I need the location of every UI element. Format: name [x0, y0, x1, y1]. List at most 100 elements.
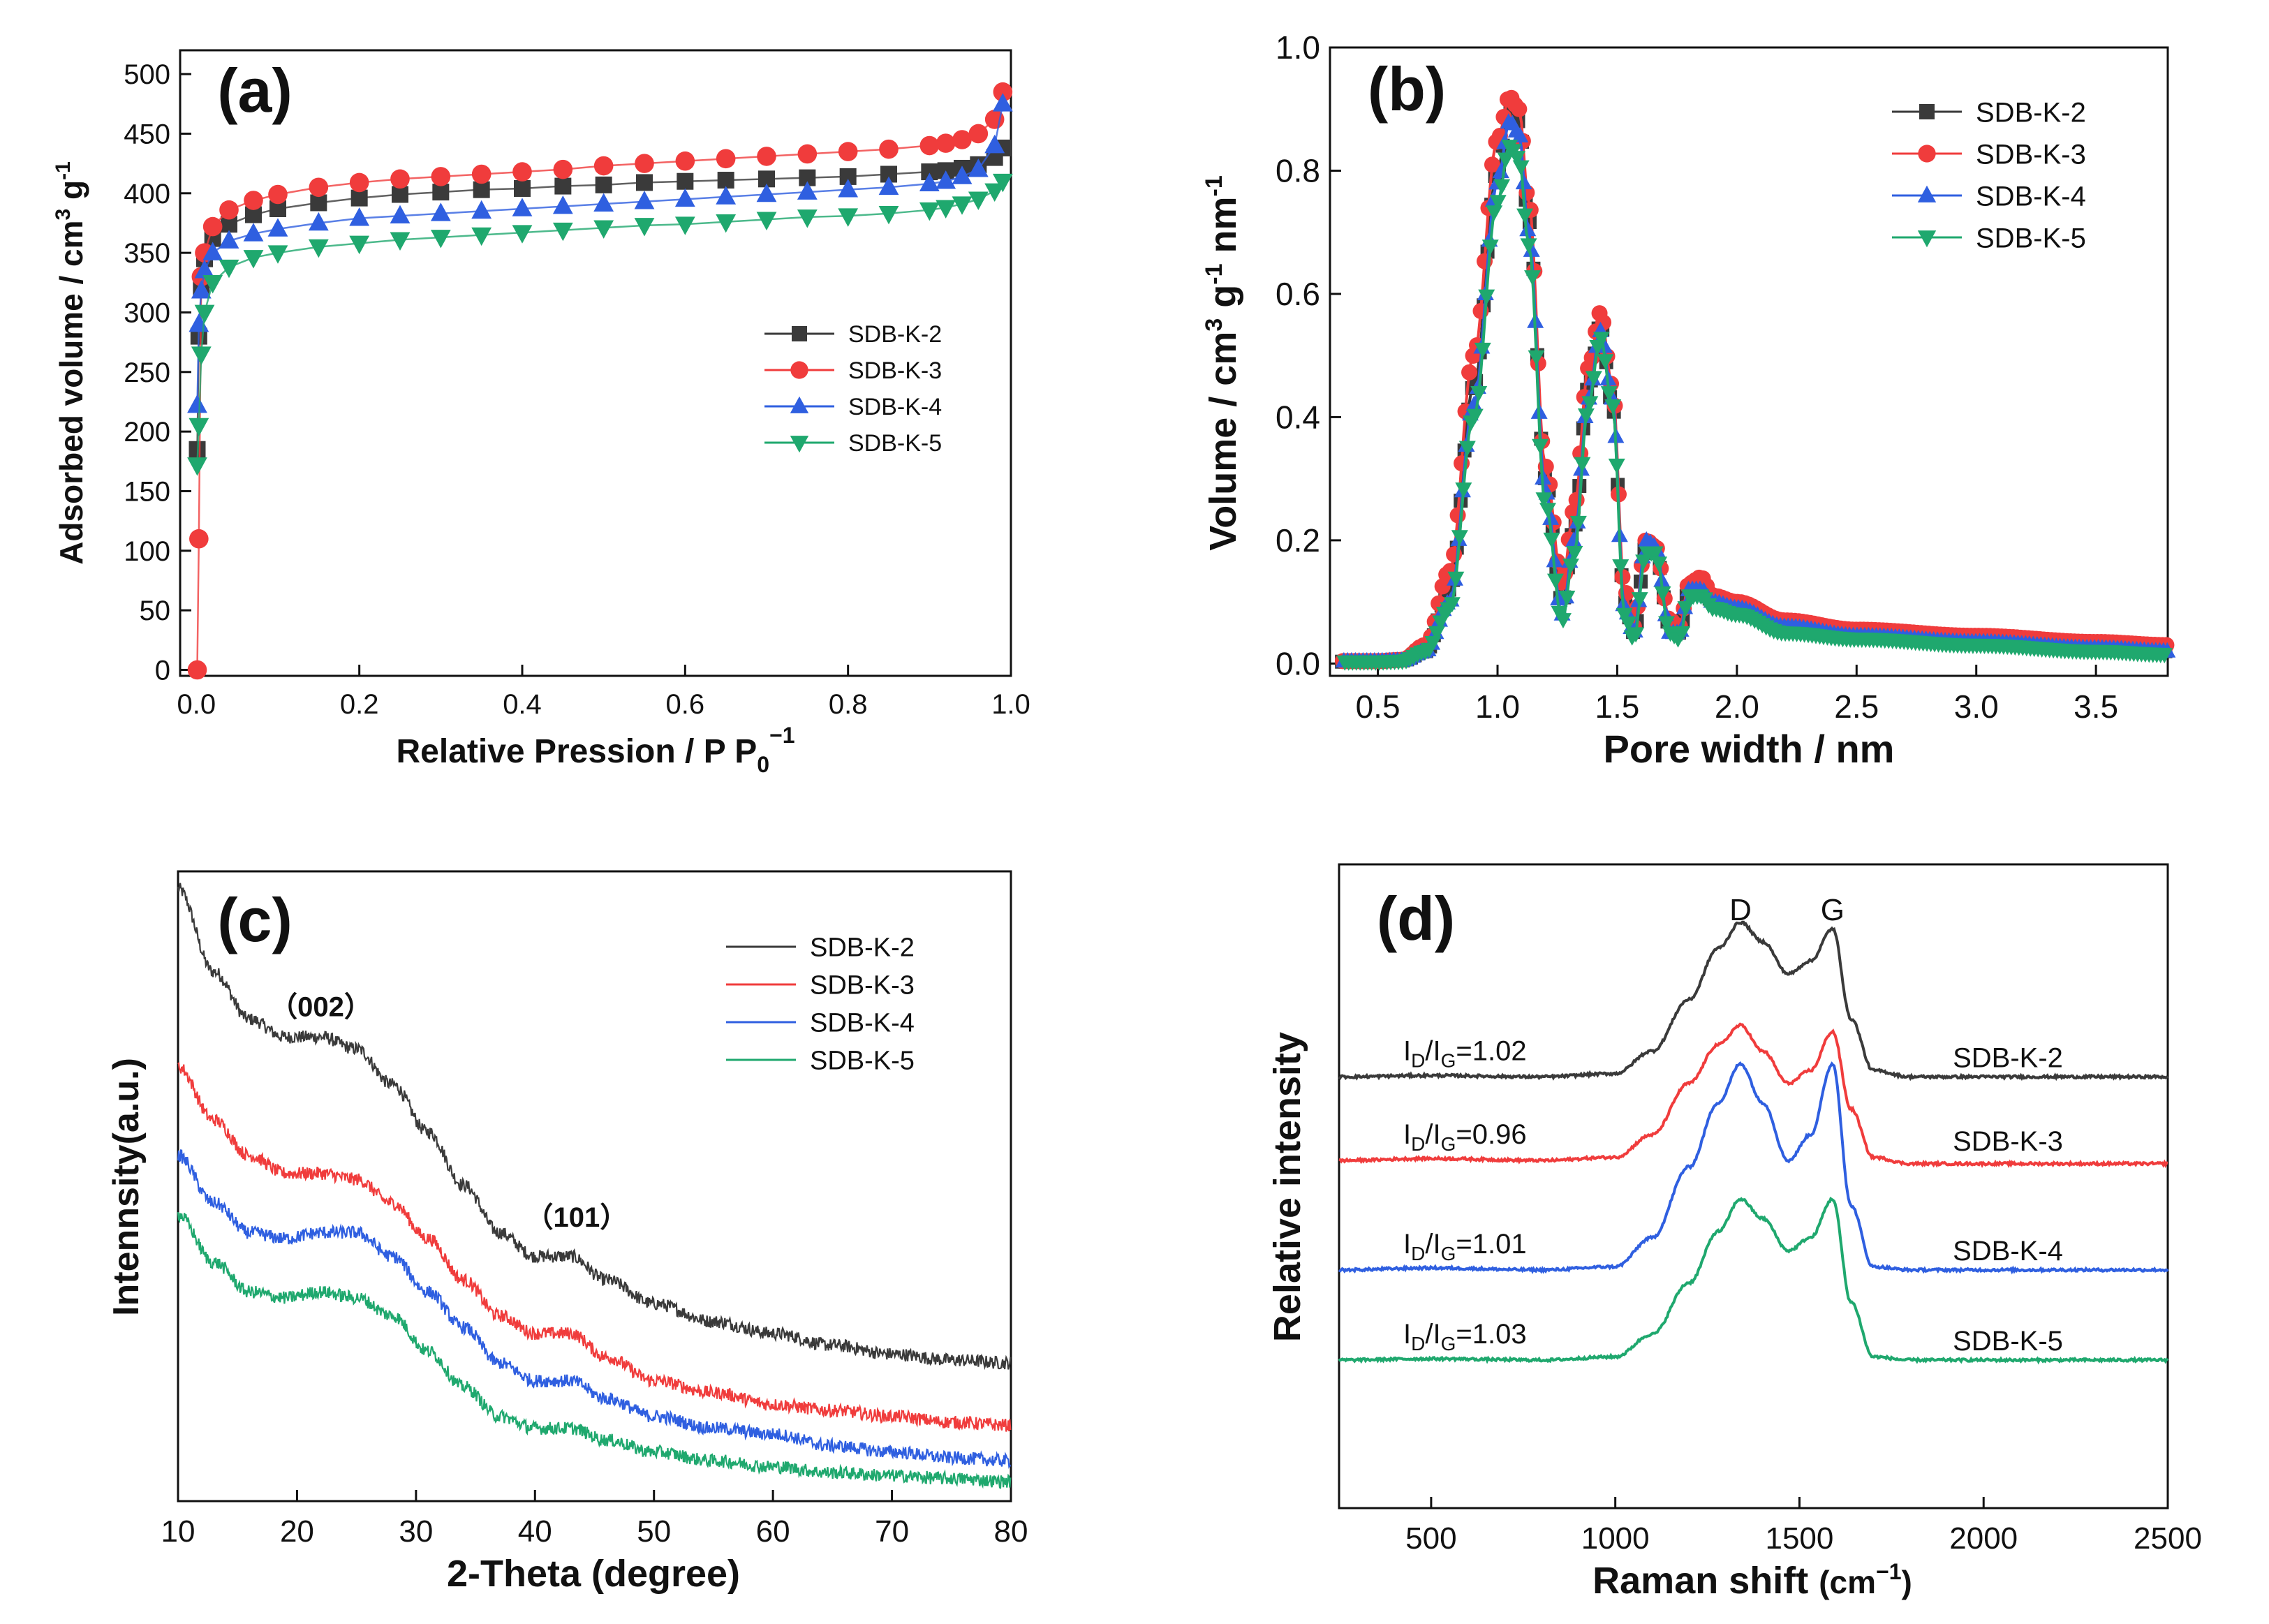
series-SDB-K-5 — [177, 1211, 1012, 1489]
data-point — [936, 133, 956, 153]
data-point — [390, 232, 411, 251]
y-tick-label: 50 — [140, 596, 171, 626]
data-point — [430, 202, 451, 221]
data-point — [1509, 151, 1526, 167]
y-tick-label: 0.8 — [1276, 153, 1320, 189]
data-point — [1461, 364, 1478, 381]
data-point — [716, 149, 736, 169]
data-point — [390, 205, 411, 224]
x-tick-label: 1500 — [1765, 1521, 1833, 1556]
legend-entry: SDB-K-3 — [764, 357, 942, 384]
legend-marker — [790, 436, 809, 453]
label-part: I — [1403, 1119, 1411, 1150]
legend-label: SDB-K-4 — [1976, 181, 2086, 212]
series-SDB-K-3: ID/IG=0.96 SDB-K-3 — [1338, 1022, 2168, 1168]
x-tick-label: 30 — [399, 1514, 433, 1549]
data-point — [677, 172, 694, 190]
series-SDB-K-3 — [177, 1061, 1012, 1432]
y-tick-label: 300 — [124, 297, 170, 328]
series-line — [177, 1149, 1012, 1469]
data-point — [1512, 160, 1530, 176]
data-point — [919, 172, 940, 191]
legend-label: SDB-K-3 — [848, 357, 942, 384]
data-point — [512, 198, 533, 216]
series-line — [1338, 920, 2169, 1082]
data-point — [243, 250, 264, 269]
plot-frame — [1329, 46, 2169, 677]
data-point — [1535, 492, 1553, 508]
data-point — [552, 222, 573, 242]
y-tick-label: 1.0 — [1276, 29, 1320, 66]
data-point — [1604, 399, 1622, 415]
label-part: g — [53, 180, 89, 209]
data-point — [716, 186, 737, 205]
legend-entry: SDB-K-2 — [764, 321, 942, 348]
label-part: g — [1202, 285, 1244, 318]
y-tick-label: 400 — [124, 179, 170, 209]
x-tick-label: 1.5 — [1595, 688, 1639, 725]
x-tick-label: 2500 — [2134, 1521, 2202, 1556]
label-part: =0.96 — [1456, 1119, 1526, 1150]
data-point — [219, 230, 239, 249]
label-part: Volume / cm — [1202, 332, 1244, 551]
data-point — [717, 172, 734, 189]
label-part: −1 — [1876, 1559, 1901, 1584]
legend-marker — [792, 326, 807, 341]
series-name-label: SDB-K-2 — [1953, 1042, 2063, 1073]
data-point — [919, 202, 940, 221]
data-point — [879, 139, 899, 159]
data-point — [1592, 332, 1610, 348]
plot-frame — [177, 870, 1012, 1503]
x-tick-label: 3.5 — [2074, 688, 2118, 725]
x-tick-label: 1.0 — [991, 689, 1030, 720]
label-part: nm — [1202, 196, 1244, 263]
data-point — [473, 181, 490, 198]
data-point — [191, 346, 212, 365]
data-point — [838, 208, 859, 227]
data-point — [984, 183, 1005, 202]
data-point — [268, 184, 288, 205]
data-point — [431, 167, 451, 186]
series-SDB-K-5 — [187, 173, 1013, 476]
legend-label: SDB-K-5 — [810, 1047, 915, 1076]
label-part: -1 — [52, 161, 75, 180]
data-point — [1650, 556, 1668, 573]
data-point — [1554, 613, 1572, 629]
data-point — [1520, 238, 1537, 254]
data-point — [1466, 408, 1484, 425]
x-tick-label: 0.5 — [1356, 688, 1400, 725]
data-point — [267, 245, 288, 264]
data-point — [349, 207, 370, 226]
legend-label: SDB-K-2 — [1976, 97, 2086, 128]
x-axis-label: Raman shift (cm−1) — [1592, 1559, 1912, 1602]
label-part: 3 — [1201, 318, 1227, 332]
data-point — [968, 124, 989, 144]
data-point — [716, 214, 737, 233]
x-tick-label: 0.6 — [666, 689, 705, 720]
data-point — [1524, 270, 1542, 286]
y-axis-label: Relative intensity — [1266, 1032, 1308, 1342]
legend-entry: SDB-K-3 — [726, 971, 915, 1001]
data-point — [187, 660, 207, 680]
peak-label: G — [1821, 893, 1845, 927]
label-part: Raman shift — [1592, 1560, 1819, 1602]
data-point — [187, 394, 207, 413]
data-point — [1562, 559, 1579, 575]
data-point — [1620, 616, 1637, 632]
y-tick-label: 150 — [124, 476, 170, 507]
data-point — [952, 196, 973, 215]
y-tick-label: 350 — [124, 238, 170, 269]
plot-frame — [1338, 863, 2169, 1509]
data-point — [919, 135, 940, 156]
data-point — [1512, 126, 1529, 142]
panel-label: (b) — [1368, 54, 1446, 124]
label-part: 3 — [52, 209, 75, 221]
series-line — [177, 1061, 1012, 1432]
data-point — [471, 164, 492, 184]
data-point — [1523, 241, 1540, 257]
data-point — [1581, 396, 1599, 412]
data-point — [674, 188, 695, 207]
data-point — [1528, 350, 1545, 366]
legend-label: SDB-K-4 — [810, 1009, 915, 1038]
